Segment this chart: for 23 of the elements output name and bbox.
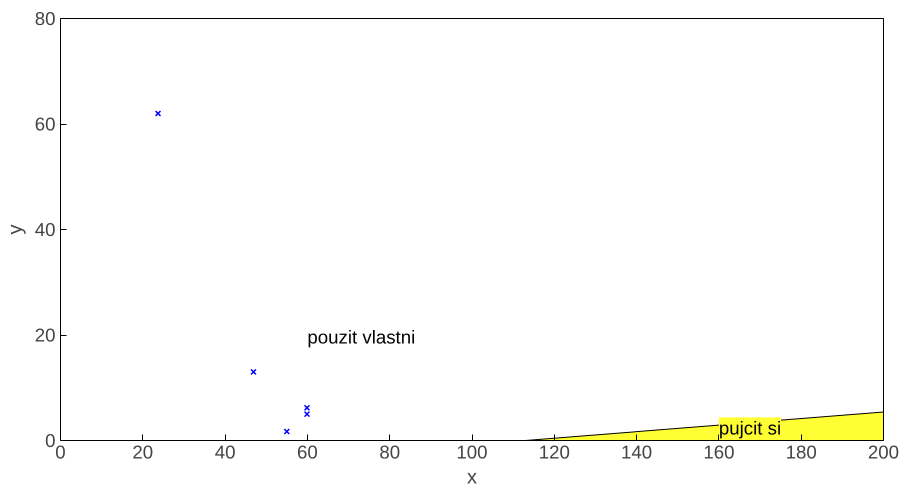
y-tick-label: 80: [34, 8, 56, 29]
x-tick-label: 20: [132, 442, 154, 462]
x-tick-label: 160: [703, 442, 734, 462]
x-tick-label: 180: [786, 442, 817, 462]
y-tick-label: 60: [34, 114, 56, 134]
annotation: pouzit vlastni: [307, 326, 416, 348]
y-tick-label: 40: [34, 219, 56, 240]
x-tick-label: 200: [868, 442, 900, 462]
x-tick-label: 120: [538, 442, 570, 462]
x-tick-label: 40: [214, 442, 236, 462]
point: [304, 404, 310, 412]
x-tick-label: 60: [297, 442, 318, 462]
x-tick-label: 80: [379, 442, 400, 462]
annotation: pujcit si: [718, 417, 782, 438]
y-axis-title: y: [4, 224, 27, 234]
x-tick-label: 100: [456, 442, 488, 462]
point: [284, 428, 290, 435]
point: [250, 368, 257, 376]
x-axis-title: x: [467, 466, 477, 488]
x-tick-label: 140: [621, 442, 652, 462]
point: [154, 110, 162, 117]
y-tick-label: 20: [34, 324, 56, 346]
point: [304, 410, 310, 418]
